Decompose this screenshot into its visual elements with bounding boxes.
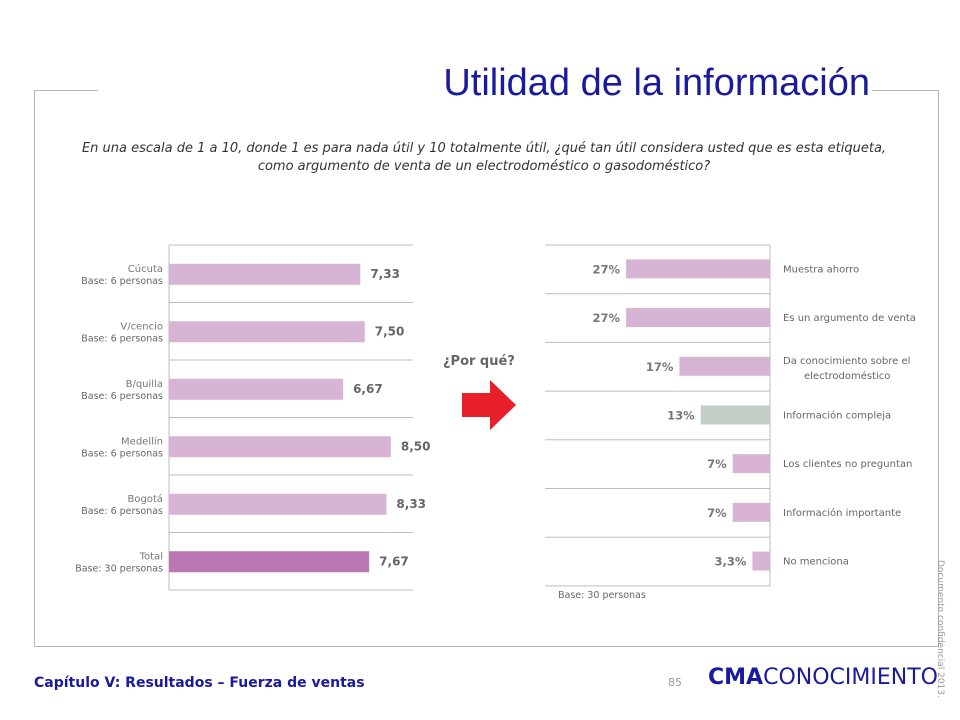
bar <box>169 551 370 573</box>
data-label: 7,67 <box>379 554 409 568</box>
bar <box>169 321 365 343</box>
page-title: Utilidad de la información <box>443 62 870 104</box>
data-label: 6,67 <box>353 382 383 396</box>
base-label: Base: 6 personas <box>81 448 163 459</box>
bar <box>752 551 770 571</box>
base-label: Base: 6 personas <box>81 333 163 344</box>
why-label: ¿Por qué? <box>443 354 515 369</box>
data-label: 8,50 <box>401 439 431 453</box>
category-label: B/quilla <box>126 379 163 390</box>
category-label: Bogotá <box>128 493 164 505</box>
base-label: Base: 30 personas <box>558 590 646 601</box>
category-label: Muestra ahorro <box>783 264 859 275</box>
data-label: 27% <box>593 311 621 325</box>
data-label: 7% <box>707 506 727 520</box>
bar <box>679 356 770 376</box>
chapter-label: Capítulo V: Resultados – Fuerza de venta… <box>34 675 365 691</box>
confidential-note: Documento confidencial 2013. <box>935 560 945 698</box>
frame-line <box>938 90 939 646</box>
brand-logo: CMACONOCIMIENTO <box>708 665 938 690</box>
data-label: 17% <box>646 360 674 374</box>
bar <box>626 259 770 279</box>
base-label: Base: 6 personas <box>81 506 163 517</box>
data-label: 8,33 <box>396 497 426 511</box>
frame-line <box>34 90 35 646</box>
category-label: Es un argumento de venta <box>783 313 916 324</box>
frame-line <box>34 646 939 647</box>
data-label: 7% <box>707 457 727 471</box>
data-label: 7,33 <box>370 267 400 281</box>
bar <box>700 405 770 425</box>
bar <box>732 454 770 474</box>
category-label: No menciona <box>783 557 849 568</box>
bar <box>732 502 770 522</box>
data-label: 7,50 <box>375 324 405 338</box>
category-label: Medellín <box>121 435 163 447</box>
category-label: Da conocimiento sobre el electrodoméstico <box>783 356 910 382</box>
page-number: 85 <box>668 676 682 689</box>
base-label: Base: 6 personas <box>81 276 163 287</box>
logo-light-text: CONOCIMIENTO <box>763 665 938 690</box>
survey-question: En una escala de 1 a 10, donde 1 es para… <box>81 141 887 174</box>
data-label: 27% <box>593 262 621 276</box>
base-label: Base: 6 personas <box>81 391 163 402</box>
category-label: Información compleja <box>783 409 891 421</box>
category-label: Cúcuta <box>128 263 163 275</box>
right-arrow-icon <box>462 380 516 430</box>
frame-line <box>34 90 98 91</box>
frame-line <box>872 90 938 91</box>
category-label: V/cencio <box>120 321 163 332</box>
base-label: Base: 30 personas <box>75 563 163 574</box>
category-label: Información importante <box>783 507 901 519</box>
category-label: Los clientes no preguntan <box>783 459 912 470</box>
bar <box>169 493 387 515</box>
logo-bold-text: CMA <box>708 665 764 690</box>
bar <box>169 436 391 458</box>
category-label: Total <box>139 551 163 562</box>
data-label: 3,3% <box>715 555 747 569</box>
data-label: 13% <box>667 408 695 422</box>
bar <box>626 308 770 328</box>
bar <box>169 378 344 400</box>
bar <box>169 263 361 285</box>
